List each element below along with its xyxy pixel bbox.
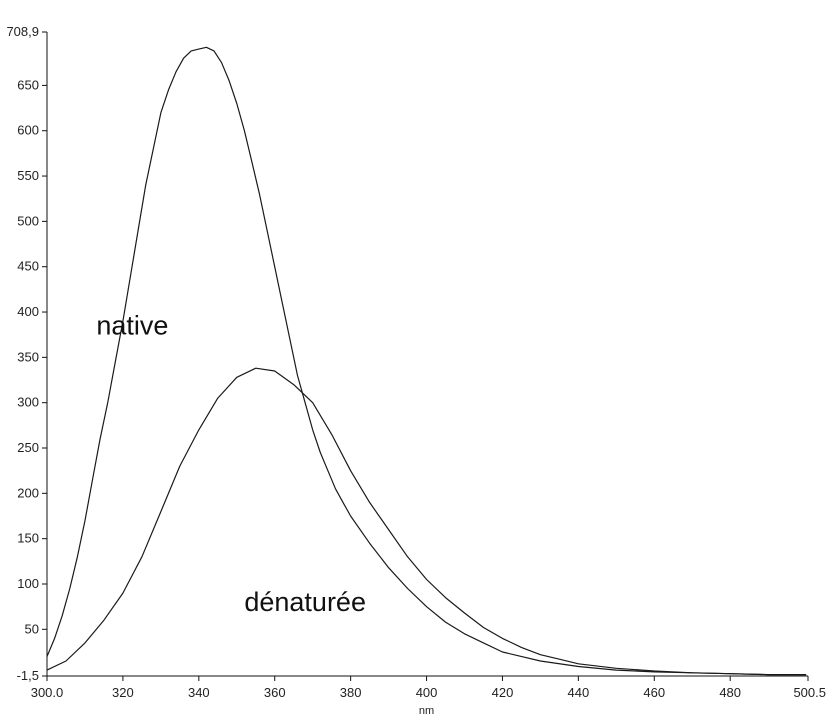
series-lines	[46, 46, 807, 676]
axes	[46, 32, 808, 677]
x-tick-label: 500.5	[793, 685, 826, 700]
y-ticks: -1,5 50 100 150 200 250 300 350 400 450 500 550 600 6…	[6, 24, 47, 683]
x-tick-label: 460	[643, 685, 665, 700]
y-tick-label: 550	[17, 168, 39, 183]
y-tick-label: 100	[17, 576, 39, 591]
y-tick-label: 250	[17, 440, 39, 455]
x-tick-label: 320	[112, 685, 134, 700]
y-tick-label: 650	[17, 77, 39, 92]
x-ticks: 300.0 320 340 360 380 400 420 440 460 480 500.5	[31, 676, 826, 700]
y-tick-label: -1,5	[17, 668, 39, 683]
y-tick-label: 50	[25, 621, 39, 636]
y-tick-label: 350	[17, 349, 39, 364]
series-label-denaturee: dénaturée	[244, 587, 366, 617]
x-tick-label: 340	[188, 685, 210, 700]
y-tick-label: 400	[17, 304, 39, 319]
x-tick-label: 480	[719, 685, 741, 700]
y-tick-label: 200	[17, 485, 39, 500]
y-tick-label: 300	[17, 395, 39, 410]
x-tick-label: 380	[340, 685, 362, 700]
series-label-native: native	[96, 311, 168, 341]
y-tick-label: 500	[17, 213, 39, 228]
y-tick-label: 150	[17, 531, 39, 546]
x-tick-label: 360	[264, 685, 286, 700]
y-tick-label: 600	[17, 123, 39, 138]
x-tick-label: 300.0	[31, 685, 64, 700]
x-tick-label: 440	[568, 685, 590, 700]
y-tick-label: 708,9	[6, 24, 39, 39]
x-tick-label: 400	[416, 685, 438, 700]
y-tick-label: 450	[17, 259, 39, 274]
x-tick-label: 420	[492, 685, 514, 700]
series-line-denaturee	[46, 367, 807, 676]
series-line-native	[46, 46, 807, 676]
x-axis-title: nm	[419, 705, 434, 717]
